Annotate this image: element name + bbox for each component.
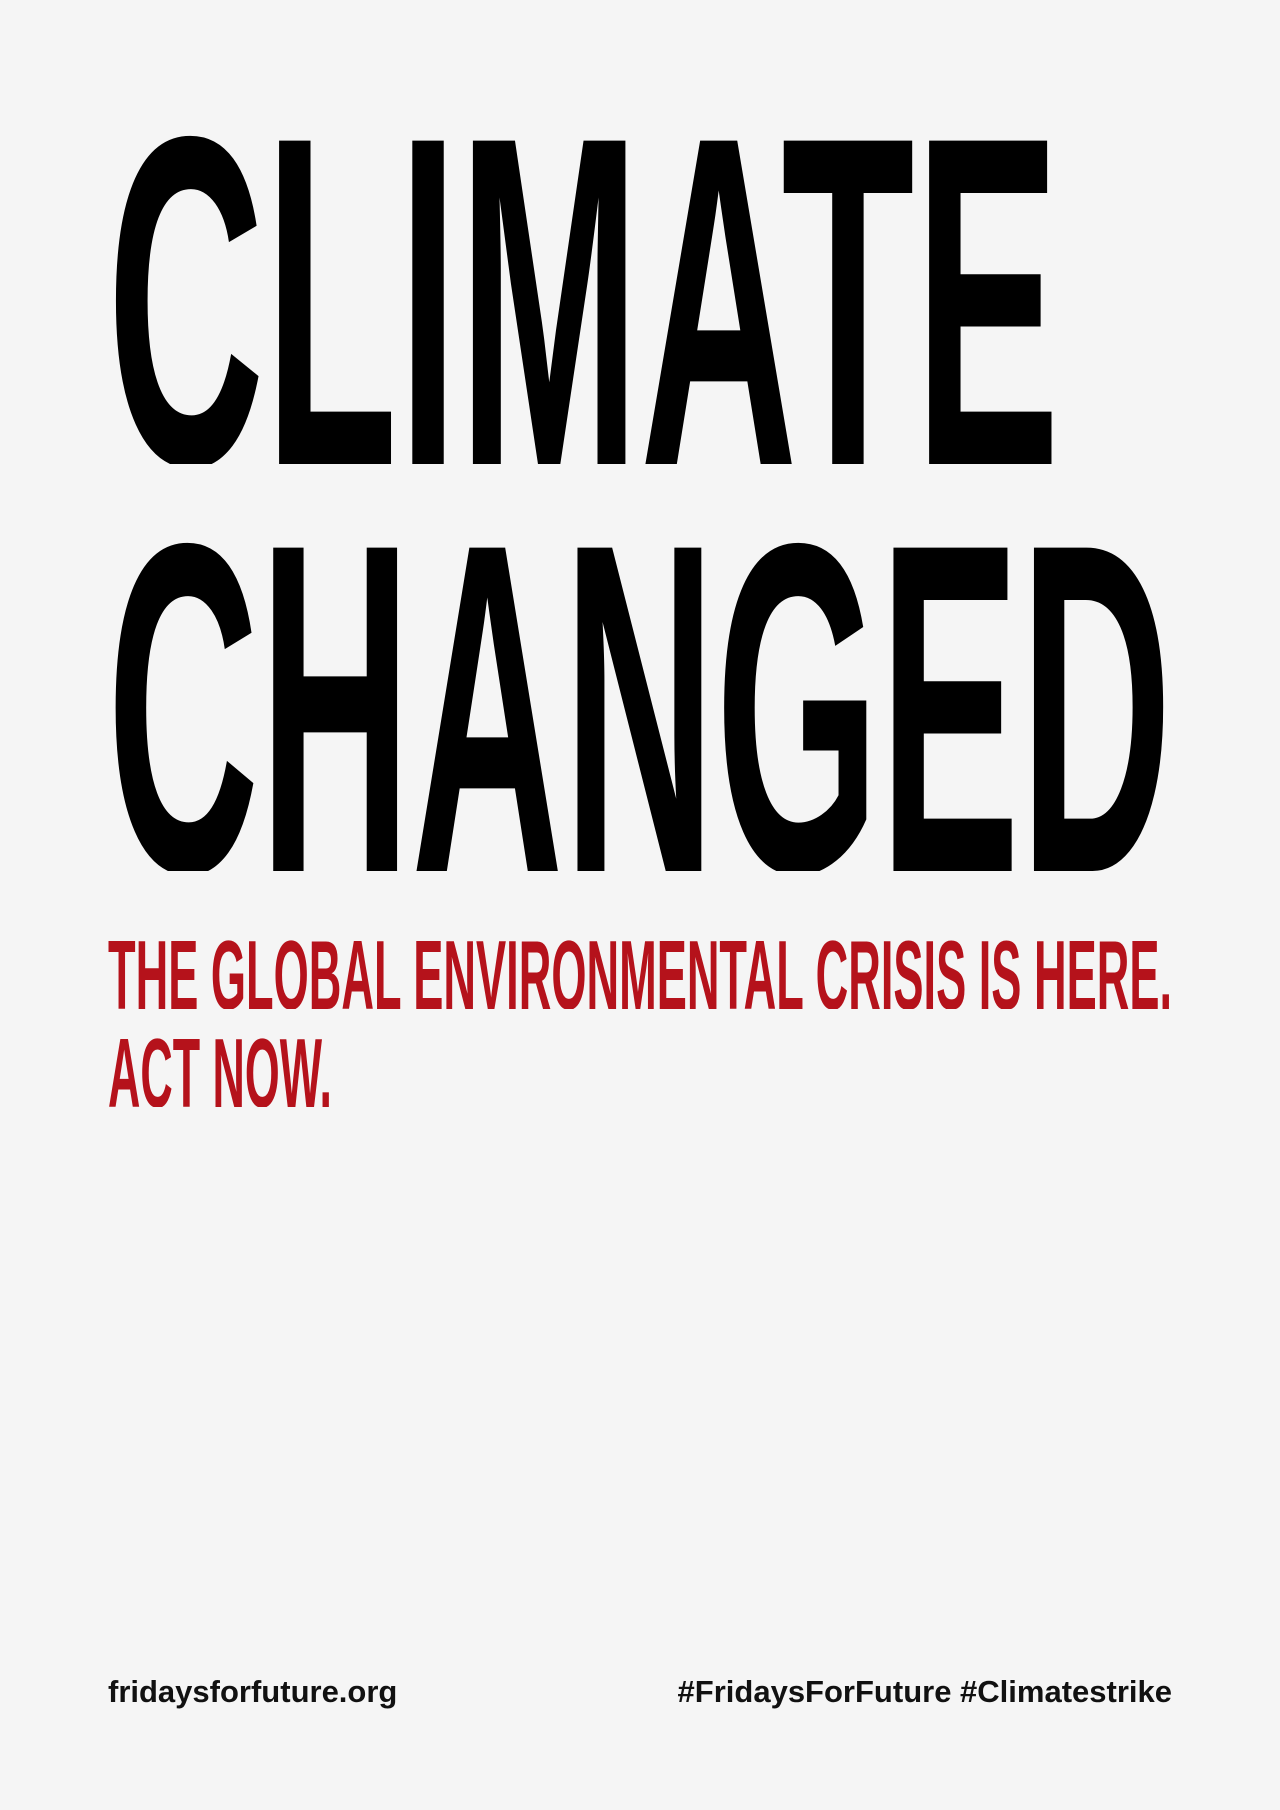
- headline-line-2-text: CHANGED: [107, 523, 1172, 871]
- subheadline-line-1-text: THE GLOBAL ENVIRONMENTAL CRISIS IS HERE.: [108, 937, 1172, 1009]
- subheadline-line-2: ACT NOW.: [108, 1035, 332, 1107]
- subheadline-line-2-text: ACT NOW.: [108, 1035, 332, 1107]
- headline-line-2: CHANGED: [107, 523, 1172, 871]
- hashtags: #FridaysForFuture #Climatestrike: [677, 1674, 1172, 1709]
- subheadline-line-1: THE GLOBAL ENVIRONMENTAL CRISIS IS HERE.: [108, 937, 1172, 1009]
- headline-line-1: CLIMATE: [107, 116, 1060, 464]
- headline-line-1-text: CLIMATE: [107, 116, 1060, 464]
- website-link[interactable]: fridaysforfuture.org: [108, 1674, 398, 1709]
